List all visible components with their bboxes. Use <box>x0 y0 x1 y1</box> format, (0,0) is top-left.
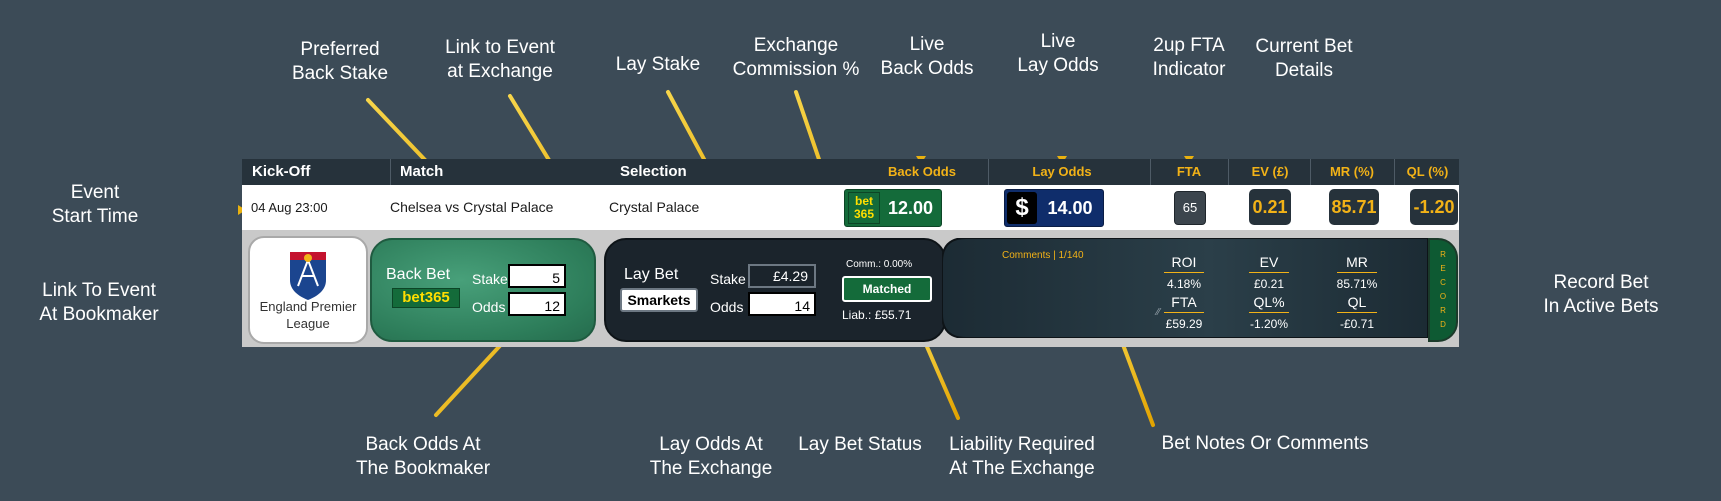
header-kickoff: Kick-Off <box>252 163 311 180</box>
annotation-link-to-exchange: Link to Event at Exchange <box>445 37 555 82</box>
lay-odds-input[interactable]: 14 <box>748 292 816 316</box>
header-fta: FTA <box>1176 164 1202 179</box>
annotation-lay-odds-at-exchange: Lay Odds At The Exchange <box>649 434 773 479</box>
comments-textarea[interactable]: ⁄⁄ <box>998 266 1160 318</box>
header-ev: EV (£) <box>1251 164 1289 179</box>
lay-stake-label: Stake <box>710 271 746 287</box>
comments-label: Comments | 1/140 <box>1002 250 1084 261</box>
annotation-bet-notes: Bet Notes Or Comments <box>1161 433 1369 454</box>
fta-value: £59.29 <box>1165 317 1203 331</box>
match-name: Chelsea vs Crystal Palace <box>390 199 554 215</box>
mr-value: 85.71% <box>1336 277 1378 291</box>
back-bet-title: Back Bet <box>386 266 451 283</box>
mr-label: MR <box>1327 254 1387 273</box>
live-lay-odds-button[interactable]: $ 14.00 <box>1004 189 1104 227</box>
exchange-commission: Comm.: 0.00% <box>846 259 913 270</box>
back-bet-panel: Back Bet bet365 Stake 5 Odds 12 <box>370 238 596 342</box>
resize-handle-icon[interactable]: ⁄⁄ <box>1156 307 1160 318</box>
smarkets-logo-icon: $ <box>1007 192 1037 224</box>
live-lay-odds: 14.00 <box>1047 197 1093 218</box>
annotation-preferred-back-stake: Preferred Back Stake <box>291 39 389 84</box>
league-crest-card[interactable]: England Premier League <box>248 236 368 344</box>
header-back-odds: Back Odds <box>888 164 956 179</box>
lay-stake-value: £4.29 <box>748 264 816 288</box>
bet365-link-button[interactable]: bet365 <box>392 288 460 308</box>
annotation-back-odds-at-bookmaker: Back Odds At The Bookmaker <box>355 434 491 479</box>
lay-liability: Liab.: £55.71 <box>842 308 912 322</box>
header-lay-odds: Lay Odds <box>1032 164 1092 179</box>
annotation-event-start-time: Event Start Time <box>51 182 139 227</box>
ev-value: £0.21 <box>1253 277 1285 291</box>
annotation-liability-required: Liability Required At The Exchange <box>949 434 1095 479</box>
lay-bet-panel: Lay Bet Smarkets Stake £4.29 Odds 14 Com… <box>604 238 946 342</box>
ev-label: EV <box>1239 254 1299 273</box>
live-back-odds-button[interactable]: bet 365 12.00 <box>844 189 942 227</box>
back-odds-input[interactable]: 12 <box>508 292 566 316</box>
back-odds-label: Odds <box>472 299 506 315</box>
mr-badge: 85.71 <box>1329 189 1379 225</box>
annotation-live-back-odds: Live Back Odds <box>880 34 974 79</box>
annotation-lay-bet-status: Lay Bet Status <box>798 434 922 455</box>
header-ql: QL (%) <box>1406 164 1449 179</box>
annotation-link-to-bookmaker: Link To Event At Bookmaker <box>39 280 159 325</box>
ql-value: -£0.71 <box>1339 317 1375 331</box>
roi-label: ROI <box>1154 254 1214 273</box>
annotation-live-lay-odds: Live Lay Odds <box>1017 31 1099 76</box>
back-stake-input[interactable]: 5 <box>508 264 566 288</box>
ql-percent-value: -1.20% <box>1249 317 1289 331</box>
roi-value: 4.18% <box>1166 277 1202 291</box>
kickoff-time: 04 Aug 23:00 <box>251 200 328 215</box>
lay-bet-title: Lay Bet <box>624 266 679 283</box>
table-header: Kick-Off Match Selection Back Odds Lay O… <box>242 159 1459 185</box>
fta-label: FTA <box>1154 294 1214 313</box>
bet-notes-panel: Comments | 1/140 ⁄⁄ ROI 4.18% EV £0.21 M… <box>942 238 1450 338</box>
record-bet-button[interactable]: R E C O R D <box>1428 238 1458 342</box>
bet365-logo-icon: bet 365 <box>848 192 880 224</box>
fta-indicator[interactable]: 65 <box>1174 191 1206 225</box>
bet-detail-panel: England Premier League Back Bet bet365 St… <box>242 230 1459 347</box>
league-name: England Premier League <box>259 299 357 331</box>
header-mr: MR (%) <box>1329 164 1375 179</box>
live-back-odds: 12.00 <box>887 197 934 218</box>
back-stake-label: Stake <box>472 271 508 287</box>
header-selection: Selection <box>620 163 687 180</box>
lay-bet-status-badge: Matched <box>842 276 932 302</box>
annotation-exchange-commission: Exchange Commission % <box>732 35 860 80</box>
table-row[interactable]: 04 Aug 23:00 Chelsea vs Crystal Palace C… <box>242 185 1459 230</box>
annotation-lay-stake: Lay Stake <box>615 54 701 75</box>
ql-badge: -1.20 <box>1410 189 1458 225</box>
header-match: Match <box>400 163 444 180</box>
ql-percent-label: QL% <box>1239 294 1299 313</box>
annotation-current-bet-details: Current Bet Details <box>1255 36 1353 81</box>
annotation-fta-indicator: 2up FTA Indicator <box>1152 35 1226 80</box>
lay-odds-label: Odds <box>710 299 744 315</box>
smarkets-link-button[interactable]: Smarkets <box>620 288 698 312</box>
ev-badge: 0.21 <box>1249 189 1291 225</box>
annotation-record-bet: Record Bet In Active Bets <box>1543 272 1659 317</box>
crystal-palace-crest-icon <box>290 252 326 300</box>
ql-label: QL <box>1327 294 1387 313</box>
selection-name: Crystal Palace <box>609 199 700 215</box>
